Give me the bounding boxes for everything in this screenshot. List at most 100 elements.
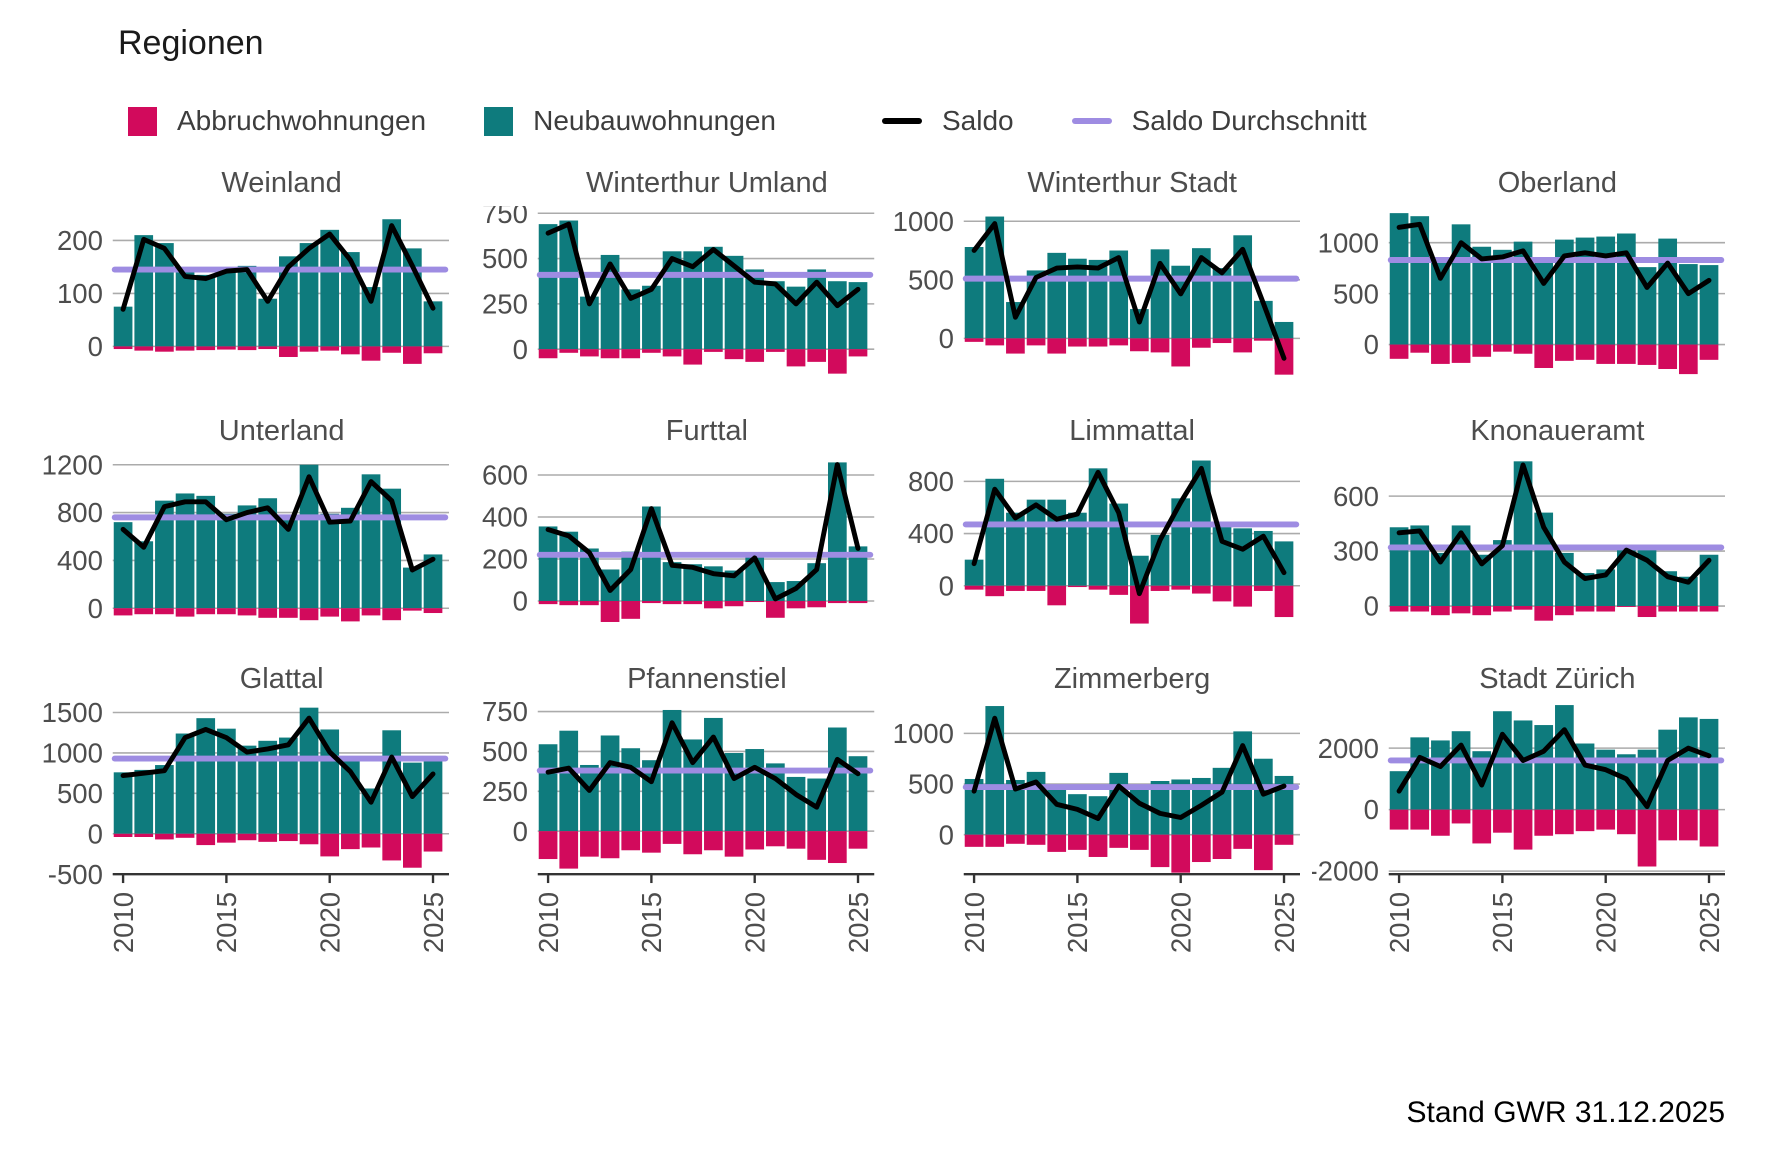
y-tick-label: 500 (907, 768, 953, 799)
facet-furttal: Furttal 0 200 400 600 (461, 415, 875, 638)
abbruch-bars (113, 833, 443, 868)
y-tick-label: 0 (1363, 590, 1378, 621)
y-tick-label: -2000 (1312, 855, 1379, 886)
x-axis: 2010 2015 2020 2025 (533, 872, 875, 953)
facet-plot: 0 500 1000 (892, 206, 1300, 375)
y-tick-label: 800 (57, 497, 103, 528)
facet-title: Glattal (239, 662, 324, 695)
saldo-line (971, 715, 1286, 821)
y-tick-label: 400 (907, 518, 953, 549)
y-tick-label: 400 (57, 545, 103, 576)
y-tick-label: 1000 (42, 737, 103, 768)
x-tick-label: 2015 (1487, 892, 1518, 953)
saldo-line (545, 461, 861, 602)
y-tick-label: 400 (482, 501, 528, 532)
facet-plot: 0 300 600 (1333, 461, 1725, 621)
y-tick-label: 0 (513, 334, 528, 365)
facet-pfannenstiel: Pfannenstiel 0 250 500 750 2010 2015 2020 2025 (461, 662, 875, 972)
abbruch-bars (964, 338, 1293, 375)
y-tick-label: 750 (482, 702, 528, 727)
legend-item-neubau: Neubauwohnungen (484, 105, 776, 137)
legend-label: Saldo (941, 105, 1014, 136)
y-tick-label: 500 (1333, 278, 1379, 309)
x-axis: 2010 2015 2020 2025 (108, 872, 450, 953)
abbruch-bars (113, 346, 443, 364)
facet-limmattal: Limmattal 0 400 800 (887, 414, 1300, 638)
x-tick-label: 2025 (1268, 892, 1299, 953)
y-tick-label: 0 (1363, 329, 1378, 360)
x-tick-label: 2025 (843, 892, 874, 953)
x-tick-label: 2020 (1590, 892, 1621, 953)
facet-title: Knonaueramt (1470, 414, 1645, 447)
saldo-line (1396, 221, 1712, 297)
facet-title: Oberland (1497, 167, 1618, 199)
x-tick-label: 2020 (740, 892, 771, 953)
y-tick-label: 1000 (892, 206, 953, 237)
facet-title: Winterthur Umland (586, 167, 828, 199)
facet-title: Pfannenstiel (627, 662, 787, 695)
x-axis: 2010 2015 2020 2025 (958, 872, 1300, 953)
facet-title: Stadt Zürich (1479, 662, 1636, 695)
y-tick-label: 100 (57, 278, 103, 309)
facet-plot: 0 250 500 750 2010 2015 2020 2025 (482, 702, 875, 953)
x-tick-label: 2020 (315, 892, 346, 953)
gridlines: -2000 0 2000 (1312, 732, 1725, 886)
y-tick-label: 600 (1333, 481, 1379, 512)
neubau-bars (538, 709, 868, 831)
facet-oberland: Oberland 0 500 1000 (1312, 167, 1725, 390)
x-axis: 2010 2015 2020 2025 (1384, 872, 1725, 953)
y-tick-label: 0 (938, 570, 953, 601)
y-tick-label: 500 (482, 736, 528, 767)
abbruch-bars (1389, 605, 1719, 621)
x-tick-label: 2020 (1165, 892, 1196, 953)
y-tick-label: 0 (88, 593, 103, 624)
facet-stadt-z-rich: Stadt Zürich -2000 0 2000 2010 2015 2020 2025 (1312, 662, 1725, 972)
legend-label: Saldo Durchschnitt (1131, 105, 1367, 136)
footer-note: Stand GWR 31.12.2025 (1406, 1096, 1725, 1129)
facet-title: Limmattal (1069, 414, 1195, 447)
y-tick-label: 500 (907, 264, 953, 295)
legend-item-abbruch: Abbruchwohnungen (128, 105, 426, 137)
y-tick-label: -500 (48, 858, 103, 889)
page-title: Regionen (118, 24, 264, 62)
facet-plot: -2000 0 2000 2010 2015 2020 2025 (1312, 704, 1725, 953)
x-tick-label: 2025 (1694, 892, 1725, 953)
y-tick-label: 1200 (42, 454, 103, 480)
abbruch-bars (538, 830, 868, 869)
x-tick-label: 2010 (1384, 892, 1415, 953)
y-tick-label: 300 (1333, 535, 1379, 566)
legend-label: Abbruchwohnungen (177, 105, 427, 136)
facet-knonaueramt: Knonaueramt 0 300 600 (1312, 414, 1725, 638)
facet-zimmerberg: Zimmerberg 0 500 1000 2010 2015 2020 2025 (887, 662, 1300, 972)
abbruch-swatch-icon (128, 106, 157, 136)
neubau-swatch-icon (484, 106, 514, 136)
facet-unterland: Unterland 0 400 800 1200 (36, 415, 450, 638)
y-tick-label: 500 (482, 243, 528, 274)
x-tick-label: 2015 (211, 892, 242, 953)
facet-grid: Weinland 0 100 200 Winterthur Umland 0 250 500 7… (36, 167, 1725, 972)
gridlines: 0 250 500 750 (482, 206, 875, 365)
abbruch-bars (964, 585, 1293, 624)
neubau-bars (964, 705, 1293, 835)
y-tick-label: 0 (513, 585, 528, 616)
saldo_durchschnitt-swatch-icon (1071, 118, 1112, 124)
abbruch-bars (964, 834, 1293, 873)
saldo-line (545, 719, 861, 810)
saldo-line (120, 474, 436, 573)
abbruch-bars (1389, 809, 1719, 867)
saldo-line (545, 221, 861, 309)
y-tick-label: 0 (88, 331, 103, 362)
neubau-bars (1389, 704, 1719, 810)
facet-winterthur-stadt: Winterthur Stadt 0 500 1000 (887, 167, 1300, 390)
facet-plot: 0 400 800 (907, 460, 1300, 624)
legend: Abbruchwohnungen Neubauwohnungen Saldo Sald… (128, 105, 1725, 137)
facet-title: Zimmerberg (1053, 662, 1211, 695)
saldo-line (971, 221, 1286, 361)
y-tick-label: 200 (57, 225, 103, 256)
y-tick-label: 750 (482, 206, 528, 229)
saldo-swatch-icon (881, 118, 922, 124)
facet-plot: 0 250 500 750 (482, 206, 875, 374)
facet-plot: 0 400 800 1200 (42, 454, 450, 624)
facet-plot: 0 500 1000 2010 2015 2020 2025 (892, 705, 1300, 953)
